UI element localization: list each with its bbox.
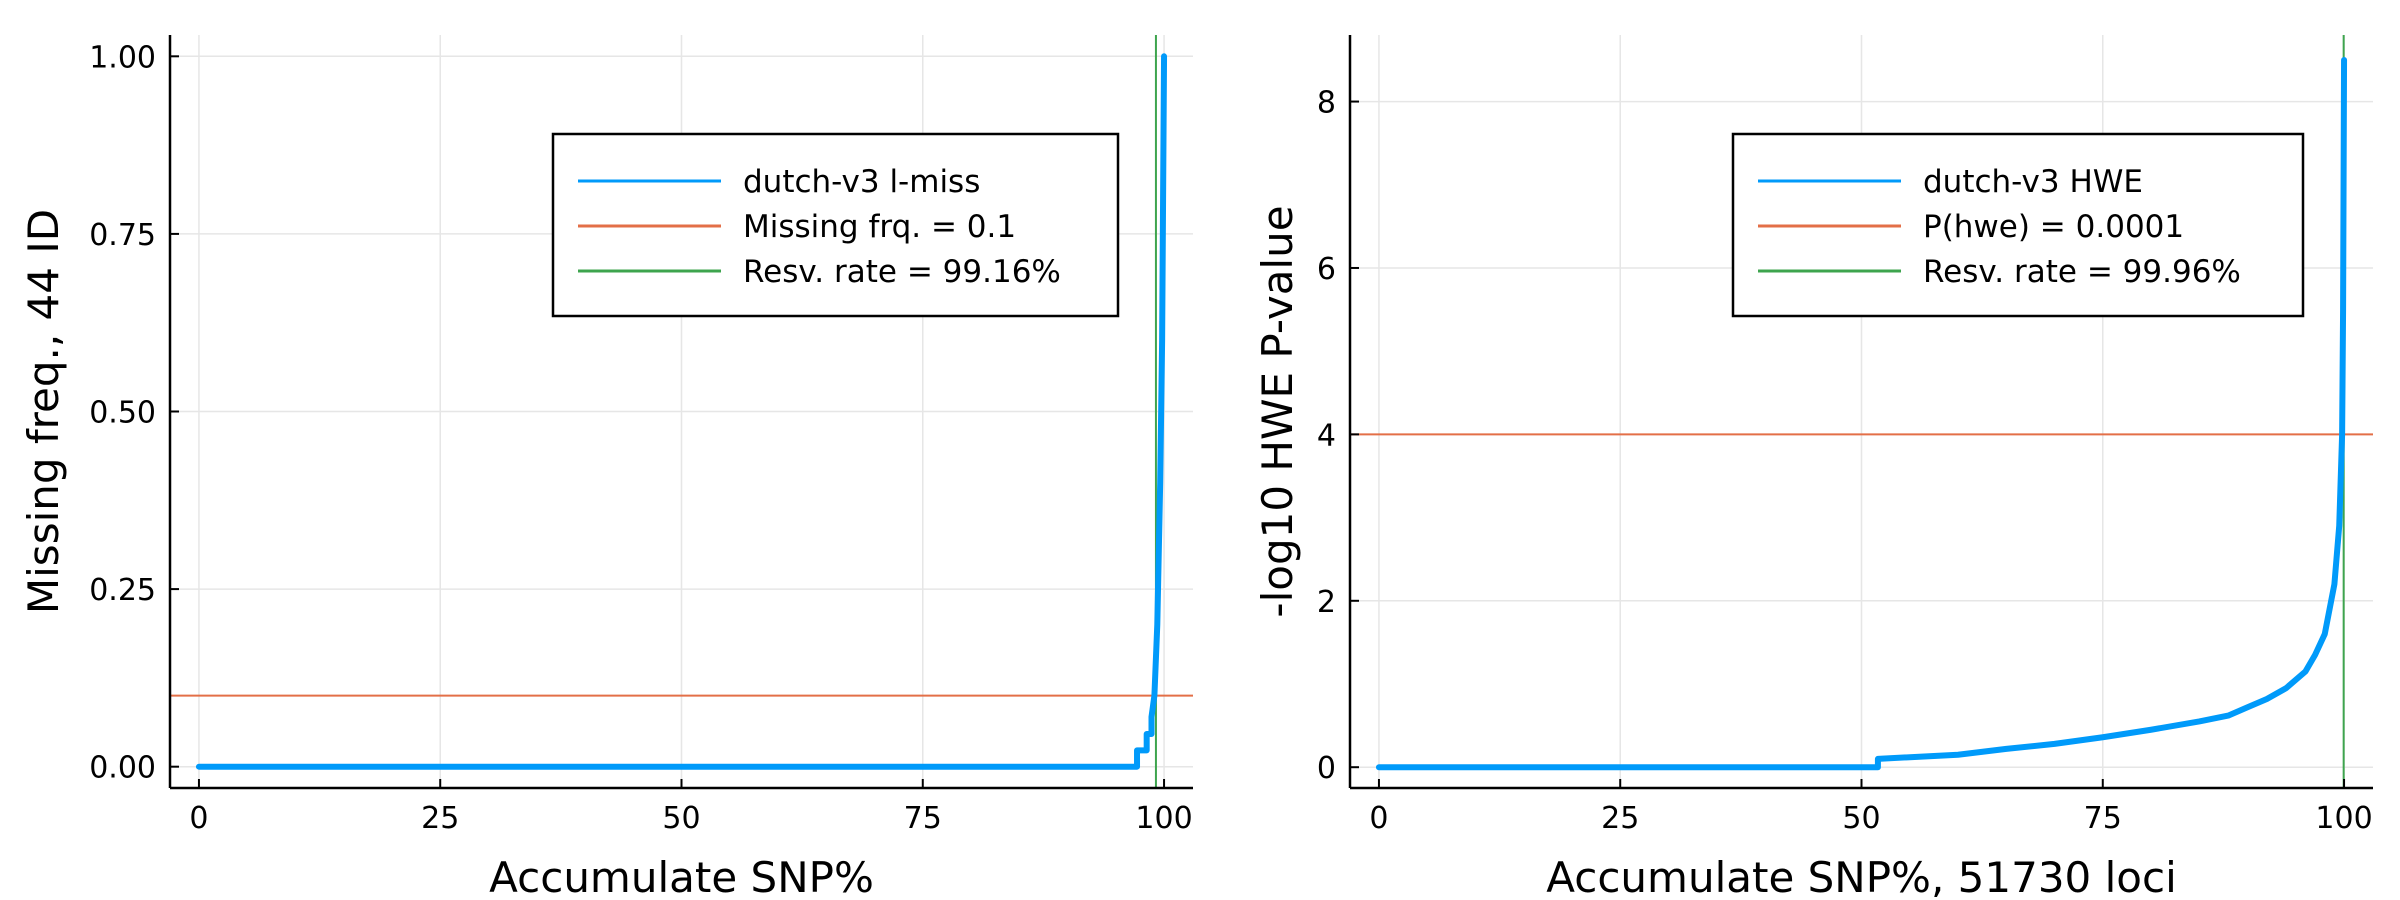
legend-label: P(hwe) = 0.0001	[1923, 209, 2184, 245]
x-tick-label: 75	[904, 801, 942, 836]
x-tick-label: 50	[662, 801, 700, 836]
axes	[168, 35, 1193, 790]
legend-label: dutch-v3 HWE	[1923, 164, 2143, 200]
x-axis-label: Accumulate SNP%	[489, 853, 874, 900]
y-axis-label: Missing freq., 44 ID	[19, 209, 68, 614]
y-tick-label: 0	[1317, 751, 1336, 786]
x-tick-label: 0	[189, 801, 208, 836]
y-tick-label: 6	[1317, 252, 1336, 287]
tick-labels: 0 25 50 75 100 0 2 4 6 8	[1317, 86, 2373, 836]
legend: dutch-v3 HWE P(hwe) = 0.0001 Resv. rate = …	[1731, 132, 2305, 318]
missing-frequency-chart: 0 25 50 75 100 0.00 0.25 0.50 0.75 1.00 Accumulat…	[19, 35, 1193, 900]
y-tick-label: 0.00	[89, 751, 156, 786]
y-tick-label: 0.50	[89, 396, 156, 431]
x-tick-label: 50	[1842, 801, 1880, 836]
y-tick-label: 4	[1317, 418, 1336, 453]
hwe-pvalue-chart: 0 25 50 75 100 0 2 4 6 8 Accumulate SNP%, 51730 l…	[1253, 35, 2373, 900]
legend-label: Resv. rate = 99.96%	[1923, 254, 2241, 290]
legend-label: dutch-v3 l-miss	[743, 164, 980, 200]
y-tick-label: 8	[1317, 86, 1336, 121]
y-tick-label: 0.75	[89, 218, 156, 253]
x-tick-label: 0	[1369, 801, 1388, 836]
tick-labels: 0 25 50 75 100 0.00 0.25 0.50 0.75 1.00	[89, 40, 1192, 836]
y-tick-label: 1.00	[89, 40, 156, 75]
y-axis-label: -log10 HWE P-value	[1253, 205, 1302, 617]
y-tick-label: 0.25	[89, 573, 156, 608]
x-tick-label: 100	[1135, 801, 1192, 836]
legend: dutch-v3 l-miss Missing frq. = 0.1 Resv. r…	[551, 132, 1120, 318]
x-tick-label: 25	[1601, 801, 1639, 836]
plot-marks	[1350, 35, 2373, 788]
x-tick-label: 25	[421, 801, 459, 836]
x-axis-label: Accumulate SNP%, 51730 loci	[1546, 853, 2177, 900]
legend-label: Missing frq. = 0.1	[743, 209, 1016, 245]
data-series-line	[1375, 56, 2348, 771]
x-tick-label: 75	[2084, 801, 2122, 836]
legend-label: Resv. rate = 99.16%	[743, 254, 1061, 290]
x-tick-label: 100	[2315, 801, 2372, 836]
data-series-line	[195, 53, 1168, 770]
axes	[1348, 35, 2373, 790]
y-tick-label: 2	[1317, 585, 1336, 620]
plot-marks	[170, 35, 1193, 788]
